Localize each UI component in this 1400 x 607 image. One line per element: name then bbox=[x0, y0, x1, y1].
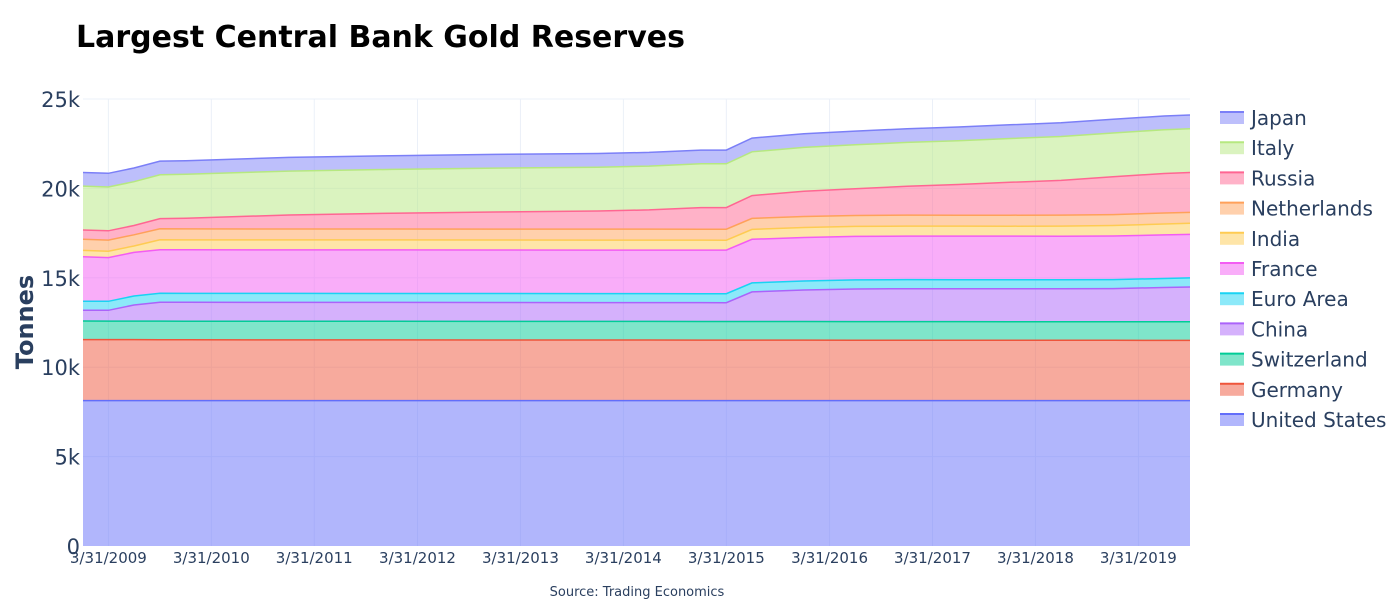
x-axis: 3/31/2009 3/31/2010 3/31/2011 3/31/2012 3/31… bbox=[70, 549, 1177, 567]
line-switzerland bbox=[82, 320, 1190, 323]
y-tick-label: 20k bbox=[41, 177, 81, 201]
legend-item-india[interactable]: India bbox=[1220, 227, 1300, 251]
line-china bbox=[83, 286, 1191, 312]
area-russia bbox=[83, 172, 1190, 241]
x-tick-label: 3/31/2012 bbox=[379, 549, 456, 567]
series-lines bbox=[82, 114, 1191, 402]
legend-item-united-states[interactable]: United States bbox=[1220, 408, 1386, 432]
area-series bbox=[83, 115, 1190, 546]
area-netherlands bbox=[83, 212, 1190, 252]
legend-swatch bbox=[1220, 414, 1244, 426]
area-united-states bbox=[83, 400, 1190, 546]
y-tick-label: 15k bbox=[41, 267, 81, 291]
legend-item-russia[interactable]: Russia bbox=[1220, 166, 1315, 190]
legend-label: Italy bbox=[1251, 136, 1295, 160]
x-tick-label: 3/31/2009 bbox=[70, 549, 147, 567]
legend-swatch bbox=[1220, 112, 1244, 124]
source-note: Source: Trading Economics bbox=[550, 585, 725, 600]
legend-swatch bbox=[1220, 232, 1244, 245]
legend-swatch bbox=[1220, 202, 1244, 215]
legend-label: Russia bbox=[1251, 166, 1315, 190]
legend-label: China bbox=[1251, 317, 1308, 341]
area-china bbox=[83, 287, 1190, 322]
y-axis: 0 5k 10k 15k 20k 25k bbox=[41, 88, 81, 559]
y-tick-label: 25k bbox=[41, 88, 81, 112]
x-tick-label: 3/31/2011 bbox=[276, 549, 353, 567]
x-tick-label: 3/31/2010 bbox=[173, 549, 250, 567]
y-tick-label: 10k bbox=[41, 356, 81, 380]
y-axis-title: Tonnes bbox=[11, 275, 39, 369]
x-tick-label: 3/31/2017 bbox=[894, 549, 971, 567]
line-italy bbox=[82, 127, 1191, 188]
line-india bbox=[82, 222, 1191, 252]
legend-label: India bbox=[1251, 227, 1300, 251]
area-germany bbox=[83, 339, 1190, 401]
line-netherlands bbox=[82, 211, 1191, 241]
chart-title: Largest Central Bank Gold Reserves bbox=[76, 20, 685, 55]
legend-item-germany[interactable]: Germany bbox=[1220, 378, 1343, 402]
legend-swatch bbox=[1220, 172, 1244, 185]
x-tick-label: 3/31/2019 bbox=[1100, 549, 1177, 567]
legend-label: Euro Area bbox=[1251, 287, 1349, 311]
legend-swatch bbox=[1220, 383, 1244, 396]
x-tick-label: 3/31/2015 bbox=[688, 549, 765, 567]
legend-item-japan[interactable]: Japan bbox=[1220, 106, 1307, 130]
legend-label: Japan bbox=[1249, 106, 1307, 130]
legend-swatch bbox=[1220, 323, 1244, 336]
legend-item-france[interactable]: France bbox=[1220, 257, 1318, 281]
y-tick-label: 0 bbox=[67, 535, 80, 559]
legend-item-euro-area[interactable]: Euro Area bbox=[1220, 287, 1349, 311]
legend-label: France bbox=[1251, 257, 1318, 281]
line-france bbox=[82, 233, 1191, 259]
line-euro-area bbox=[83, 277, 1191, 303]
legend: Japan Italy Russia Netherlands India France Eu… bbox=[1220, 106, 1386, 432]
area-switzerland bbox=[83, 321, 1190, 341]
legend-item-china[interactable]: China bbox=[1220, 317, 1308, 341]
legend-swatch bbox=[1220, 142, 1244, 155]
legend-label: United States bbox=[1251, 408, 1386, 432]
legend-label: Netherlands bbox=[1251, 197, 1373, 221]
line-germany bbox=[83, 338, 1190, 342]
legend-swatch bbox=[1220, 353, 1244, 366]
area-italy bbox=[83, 128, 1190, 231]
x-tick-label: 3/31/2016 bbox=[791, 549, 868, 567]
x-tick-label: 3/31/2013 bbox=[482, 549, 559, 567]
area-japan bbox=[83, 115, 1190, 187]
legend-swatch bbox=[1220, 293, 1244, 306]
line-japan bbox=[82, 114, 1191, 175]
area-france bbox=[83, 234, 1190, 302]
legend-label: Germany bbox=[1251, 378, 1343, 402]
legend-item-italy[interactable]: Italy bbox=[1220, 136, 1295, 160]
x-tick-label: 3/31/2014 bbox=[585, 549, 662, 567]
legend-label: Switzerland bbox=[1251, 348, 1368, 372]
legend-item-netherlands[interactable]: Netherlands bbox=[1220, 197, 1373, 221]
legend-item-switzerland[interactable]: Switzerland bbox=[1220, 348, 1368, 372]
y-tick-label: 5k bbox=[54, 446, 80, 470]
line-russia bbox=[82, 171, 1191, 232]
legend-swatch bbox=[1220, 263, 1244, 275]
x-tick-label: 3/31/2018 bbox=[997, 549, 1074, 567]
